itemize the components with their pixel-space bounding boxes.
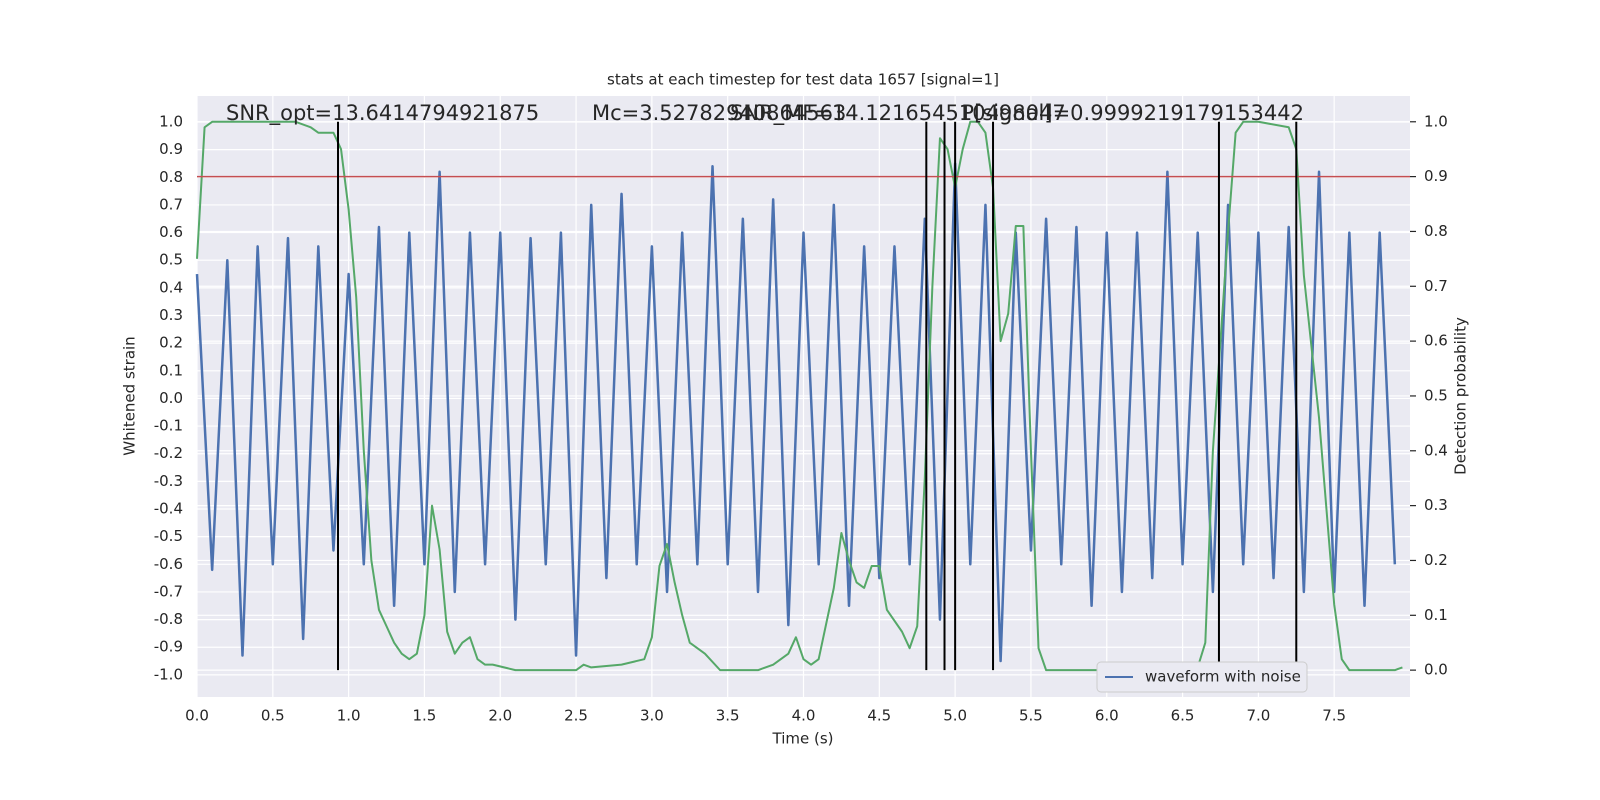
y2-tick-label: 0.6 bbox=[1424, 332, 1448, 350]
y-tick-label: -0.9 bbox=[154, 638, 183, 656]
y-tick-label: 0.3 bbox=[159, 306, 183, 324]
y-tick-label: -0.2 bbox=[154, 444, 183, 462]
y-tick-label: -1.0 bbox=[154, 665, 183, 683]
x-tick-label: 0.0 bbox=[185, 707, 209, 725]
y-tick-label: 0.0 bbox=[159, 389, 183, 407]
y-tick-label: -0.1 bbox=[154, 417, 183, 435]
y-axis-label: Whitened strain bbox=[121, 336, 139, 455]
y2-tick-label: 0.3 bbox=[1424, 496, 1448, 514]
chart-title: stats at each timestep for test data 165… bbox=[607, 71, 999, 89]
x-tick-label: 4.5 bbox=[867, 707, 891, 725]
y-tick-label: 0.4 bbox=[159, 278, 183, 296]
y2-tick-label: 0.8 bbox=[1424, 222, 1448, 240]
y2-tick-label: 0.7 bbox=[1424, 277, 1448, 295]
y-tick-label: 0.6 bbox=[159, 223, 183, 241]
annotation: SNR_MF=14.121654510498047 bbox=[730, 101, 1066, 126]
y-tick-label: 0.5 bbox=[159, 251, 183, 269]
y2-tick-label: 0.4 bbox=[1424, 441, 1448, 459]
annotation: Mc=3.52782940864563 bbox=[592, 101, 846, 125]
y-tick-label: -0.3 bbox=[154, 472, 183, 490]
legend-label: waveform with noise bbox=[1145, 668, 1301, 686]
y-tick-label: 0.8 bbox=[159, 168, 183, 186]
waveform-line bbox=[195, 162, 1397, 663]
y2-tick-label: 0.9 bbox=[1424, 167, 1448, 185]
legend-box bbox=[1096, 661, 1308, 693]
x-tick-label: 7.0 bbox=[1246, 707, 1270, 725]
x-tick-label: 3.5 bbox=[716, 707, 740, 725]
y2-tick-label: 1.0 bbox=[1424, 112, 1448, 130]
y2-tick-label: 0.1 bbox=[1424, 606, 1448, 624]
x-tick-label: 6.5 bbox=[1171, 707, 1195, 725]
y2-tick-label: 0.2 bbox=[1424, 551, 1448, 569]
y-tick-label: 0.9 bbox=[159, 140, 183, 158]
y-tick-label: -0.6 bbox=[154, 555, 183, 573]
y-tick-label: -0.4 bbox=[154, 500, 183, 518]
y-tick-label: -0.8 bbox=[154, 610, 183, 628]
x-tick-label: 5.5 bbox=[1019, 707, 1043, 725]
y2-tick-label: 0.0 bbox=[1424, 661, 1448, 679]
x-tick-label: 4.0 bbox=[792, 707, 816, 725]
y-tick-label: 0.2 bbox=[159, 334, 183, 352]
x-tick-label: 6.0 bbox=[1095, 707, 1119, 725]
y-tick-label: 0.1 bbox=[159, 361, 183, 379]
y2-tick-label: 0.5 bbox=[1424, 386, 1448, 404]
x-tick-label: 2.0 bbox=[488, 707, 512, 725]
x-tick-label: 1.5 bbox=[413, 707, 437, 725]
x-tick-label: 7.5 bbox=[1322, 707, 1346, 725]
x-tick-label: 2.5 bbox=[564, 707, 588, 725]
x-tick-label: 0.5 bbox=[261, 707, 285, 725]
annotation: P[signal]=0.9999219179153442 bbox=[961, 101, 1304, 125]
x-axis-label: Time (s) bbox=[772, 730, 834, 748]
y-tick-label: 1.0 bbox=[159, 112, 183, 130]
y-tick-label: -0.5 bbox=[154, 527, 183, 545]
x-tick-label: 5.0 bbox=[943, 707, 967, 725]
y-tick-label: 0.7 bbox=[159, 195, 183, 213]
y-tick-label: -0.7 bbox=[154, 582, 183, 600]
x-tick-label: 1.0 bbox=[337, 707, 361, 725]
x-tick-label: 3.0 bbox=[640, 707, 664, 725]
annotation: SNR_opt=13.6414794921875 bbox=[226, 101, 539, 126]
y2-axis-label: Detection probability bbox=[1452, 317, 1470, 475]
